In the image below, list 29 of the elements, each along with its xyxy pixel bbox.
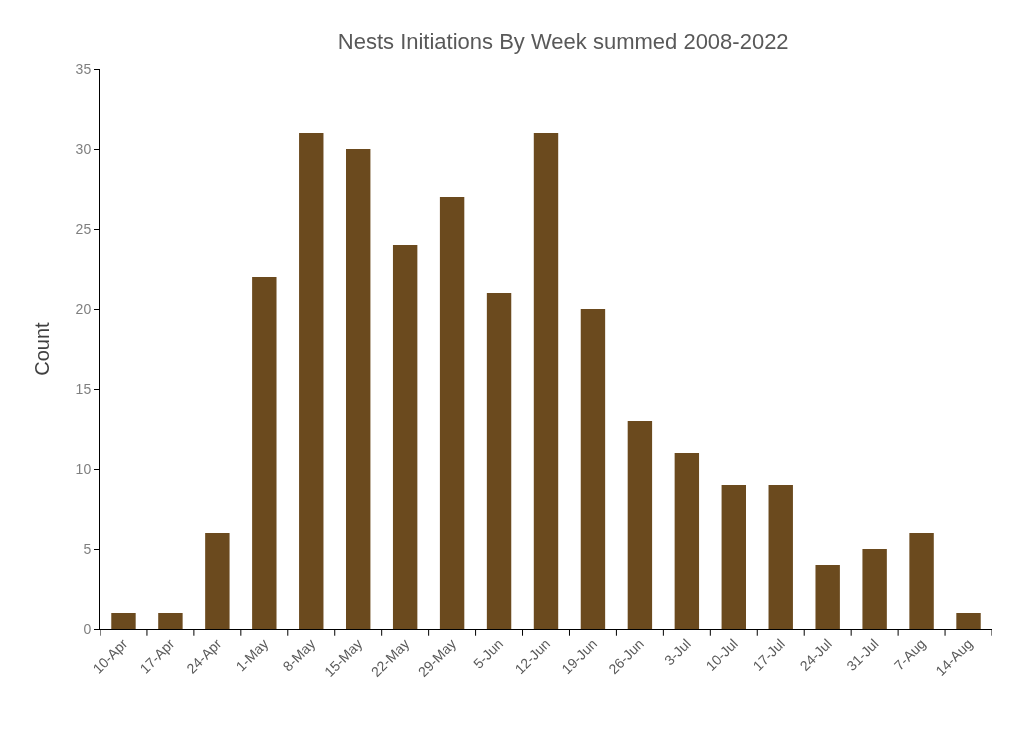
bar (392, 245, 418, 629)
y-axis-title: Count (31, 321, 54, 376)
bar (909, 533, 934, 629)
bar (486, 293, 512, 629)
chart-title: Nests Initiations By Week summed 2008-2022 (337, 28, 789, 54)
y-tick-label: 35 (75, 60, 92, 77)
bar (111, 613, 136, 629)
bar (158, 613, 183, 629)
bar (815, 565, 840, 629)
bar (533, 133, 559, 629)
y-tick-label: 15 (75, 380, 92, 397)
bar (721, 485, 746, 629)
bar (580, 309, 606, 629)
bar (674, 453, 700, 629)
bar (299, 133, 324, 629)
bar (627, 421, 653, 629)
y-tick-label: 0 (83, 620, 92, 637)
bar (862, 549, 887, 629)
y-tick-label: 10 (75, 460, 92, 477)
bar (205, 533, 230, 629)
y-tick-label: 30 (75, 140, 92, 157)
bar (252, 277, 277, 629)
y-tick-label: 5 (83, 540, 92, 557)
bar (439, 197, 465, 629)
bar (768, 485, 793, 629)
bar (956, 613, 981, 629)
bar (346, 149, 371, 629)
y-tick-label: 20 (75, 300, 92, 317)
y-tick-label: 25 (75, 220, 92, 237)
